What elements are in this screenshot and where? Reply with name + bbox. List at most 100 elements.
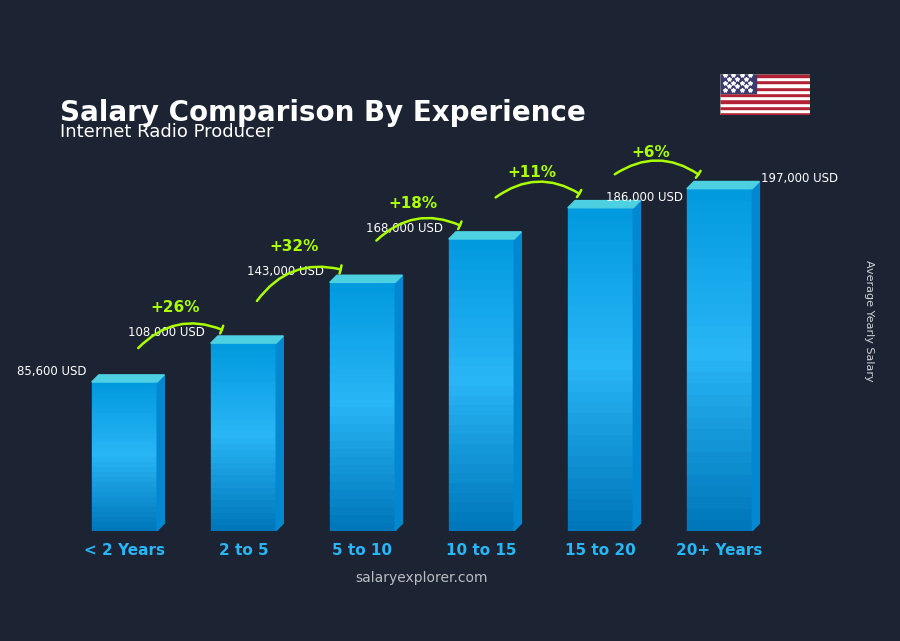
Bar	[329, 465, 395, 472]
Bar	[211, 499, 276, 506]
Bar	[449, 337, 514, 346]
Bar	[211, 399, 276, 406]
Bar	[687, 257, 752, 269]
Bar	[211, 468, 276, 474]
Bar	[568, 488, 634, 498]
Bar	[92, 446, 158, 451]
Bar	[211, 456, 276, 462]
Bar	[449, 424, 514, 433]
Bar	[211, 362, 276, 368]
Bar	[329, 489, 395, 497]
Bar	[687, 234, 752, 246]
Bar	[568, 520, 634, 531]
Bar	[687, 337, 752, 348]
Bar	[568, 423, 634, 434]
Text: +32%: +32%	[269, 240, 319, 254]
Bar	[687, 291, 752, 303]
Bar	[449, 511, 514, 521]
Bar	[720, 93, 810, 96]
Bar	[568, 219, 634, 229]
Text: 143,000 USD: 143,000 USD	[248, 265, 324, 278]
Polygon shape	[211, 336, 284, 343]
Bar	[92, 412, 158, 417]
Bar	[329, 299, 395, 307]
Bar	[687, 200, 752, 212]
Bar	[92, 501, 158, 506]
Bar	[92, 427, 158, 431]
Bar	[720, 96, 810, 99]
Bar	[449, 414, 514, 424]
Bar	[329, 340, 395, 349]
Bar	[92, 442, 158, 446]
Bar	[449, 346, 514, 356]
Bar	[449, 268, 514, 278]
Bar	[568, 326, 634, 337]
Bar	[329, 315, 395, 324]
Bar	[449, 501, 514, 511]
Bar	[449, 356, 514, 365]
Bar	[687, 462, 752, 474]
Polygon shape	[634, 201, 641, 531]
Bar	[329, 431, 395, 440]
Bar	[329, 456, 395, 465]
Bar	[687, 348, 752, 360]
Bar	[687, 212, 752, 223]
Bar	[687, 451, 752, 462]
Bar	[329, 440, 395, 448]
Bar	[329, 374, 395, 381]
Bar	[329, 472, 395, 481]
Bar	[211, 343, 276, 349]
Text: 197,000 USD: 197,000 USD	[761, 172, 839, 185]
Bar	[211, 437, 276, 443]
Bar	[720, 80, 810, 83]
Bar	[449, 453, 514, 463]
Bar	[92, 417, 158, 422]
Bar	[92, 491, 158, 496]
Bar	[449, 394, 514, 404]
Bar	[329, 349, 395, 357]
Bar	[92, 456, 158, 462]
Bar	[329, 290, 395, 299]
Bar	[329, 522, 395, 531]
Bar	[720, 87, 810, 90]
Bar	[211, 449, 276, 456]
Bar	[449, 326, 514, 337]
Text: Internet Radio Producer: Internet Radio Producer	[60, 124, 274, 142]
Bar	[568, 434, 634, 444]
Bar	[687, 383, 752, 394]
Bar	[329, 357, 395, 365]
Bar	[92, 516, 158, 520]
Bar	[687, 428, 752, 440]
Bar	[92, 481, 158, 486]
Bar	[449, 443, 514, 453]
Bar	[211, 374, 276, 381]
Bar	[211, 393, 276, 399]
Bar	[92, 511, 158, 516]
Bar	[92, 392, 158, 397]
Bar	[568, 498, 634, 509]
Text: 2 to 5: 2 to 5	[219, 542, 268, 558]
Bar	[92, 462, 158, 466]
Bar	[211, 412, 276, 418]
Bar	[687, 496, 752, 508]
Text: 10 to 15: 10 to 15	[446, 542, 517, 558]
Bar	[568, 412, 634, 423]
Bar	[687, 394, 752, 405]
Bar	[329, 506, 395, 514]
Bar	[449, 463, 514, 472]
Bar	[211, 356, 276, 362]
Bar	[449, 404, 514, 414]
Bar	[449, 297, 514, 307]
Text: +26%: +26%	[150, 300, 200, 315]
Bar	[687, 371, 752, 383]
Text: 186,000 USD: 186,000 USD	[607, 191, 683, 204]
Bar	[211, 518, 276, 524]
Bar	[449, 375, 514, 385]
Bar	[329, 481, 395, 489]
Bar	[329, 365, 395, 374]
Bar	[92, 437, 158, 442]
Bar	[211, 349, 276, 356]
Bar	[92, 466, 158, 471]
Bar	[211, 387, 276, 393]
Bar	[211, 406, 276, 412]
